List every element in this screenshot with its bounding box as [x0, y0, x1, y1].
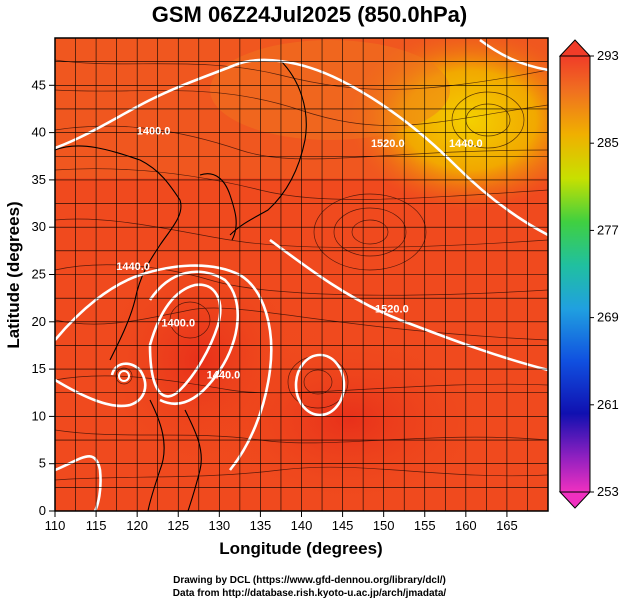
y-tick-label: 25 [32, 267, 46, 282]
temperature-field [55, 38, 548, 511]
contour-label: 1440.0 [116, 261, 150, 273]
contour-label: 1440.0 [207, 370, 241, 382]
x-tick-label: 125 [167, 518, 189, 533]
x-tick-label: 155 [414, 518, 436, 533]
colorbar-bottom-arrow [558, 491, 592, 509]
colorbar-label: 277 [597, 222, 619, 237]
colorbar-label: 269 [597, 310, 619, 325]
x-tick-label: 150 [373, 518, 395, 533]
y-tick-label: 15 [32, 361, 46, 376]
x-tick-label: 145 [332, 518, 354, 533]
x-tick-label: 115 [86, 518, 107, 533]
contour-label: 1400.0 [161, 318, 195, 330]
contour-label: 1440.0 [449, 138, 483, 150]
y-tick-label: 45 [32, 77, 46, 92]
contour-label: 1400.0 [137, 125, 171, 137]
x-tick-label: 165 [496, 518, 518, 533]
colorbar-labels: 293 285 277 269 261 253 [590, 48, 619, 499]
credit-line-drawing: Drawing by DCL (https://www.gfd-dennou.o… [173, 575, 446, 586]
x-tick-label: 110 [45, 518, 66, 533]
x-tick-label: 120 [126, 518, 148, 533]
colorbar-label: 293 [597, 48, 619, 63]
contour-label: 1520.0 [371, 138, 405, 150]
x-tick-label: 130 [208, 518, 230, 533]
colorbar-label: 261 [597, 397, 619, 412]
colorbar-label: 285 [597, 135, 619, 150]
x-tick-label: 160 [455, 518, 477, 533]
colorbar: 293 285 277 269 261 253 [558, 39, 619, 509]
contour-label: 1520.0 [375, 303, 409, 315]
colorbar-top-arrow [558, 39, 592, 57]
x-axis-title: Longitude (degrees) [219, 539, 382, 558]
map-title: GSM 06Z24Jul2025 (850.0hPa) [151, 2, 468, 27]
colorbar-label: 253 [597, 484, 619, 499]
y-axis-title: Latitude (degrees) [4, 201, 23, 348]
y-tick-label: 0 [39, 503, 46, 518]
streamlines [55, 59, 548, 481]
credit-line-data: Data from http://database.rish.kyoto-u.a… [172, 588, 447, 599]
colorbar-scale [559, 55, 591, 493]
credit-text: Drawing by DCL (https://www.gfd-dennou.o… [0, 574, 619, 600]
x-tick-label: 140 [291, 518, 313, 533]
y-tick-label: 20 [32, 314, 46, 329]
contour-labels: 1400.0 1520.0 1440.0 1440.0 1400.0 1520.0 1440… [116, 125, 482, 381]
x-axis-ticks: 110 115 120 125 130 135 140 145 150 155 160 165 [45, 511, 518, 533]
y-tick-label: 35 [32, 172, 46, 187]
height-contours [55, 38, 548, 511]
y-tick-label: 30 [32, 219, 46, 234]
y-tick-label: 5 [39, 456, 46, 471]
x-tick-label: 135 [250, 518, 272, 533]
y-axis-ticks: 0 5 10 15 20 25 30 35 40 45 [32, 77, 55, 518]
lat-lon-grid [55, 38, 548, 511]
y-tick-label: 10 [32, 408, 46, 423]
y-tick-label: 40 [32, 125, 46, 140]
